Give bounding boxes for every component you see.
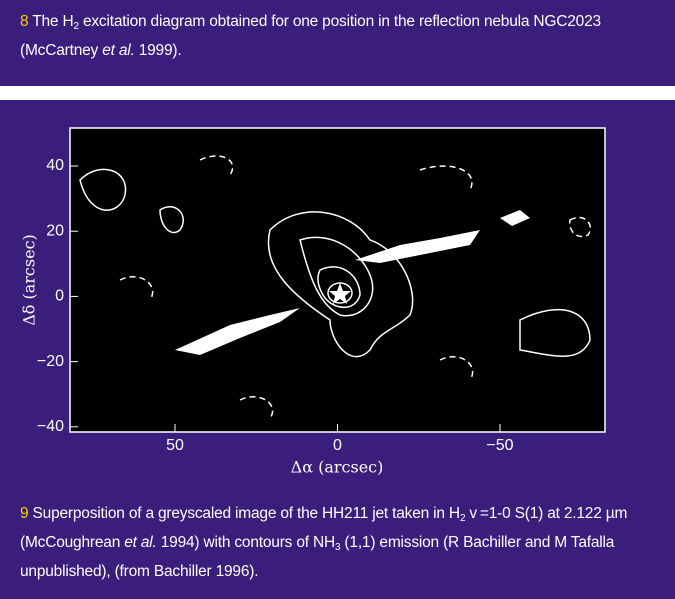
- figure-image: Δα (arcsec) Δδ (arcsec) 40 20 0 −20 −40 50 0 −5…: [0, 100, 675, 490]
- y-tick-label: 40: [46, 157, 64, 174]
- y-tick-label: −40: [37, 418, 64, 435]
- y-tick-label: 0: [55, 288, 64, 305]
- caption: 9 Superposition of a greyscaled image of…: [20, 502, 660, 584]
- x-tick-label: 50: [166, 437, 184, 454]
- caption-text: The H: [28, 13, 73, 30]
- caption-box: 8 The H2 excitation diagram obtained for…: [0, 0, 675, 86]
- page: 8 The H2 excitation diagram obtained for…: [0, 0, 675, 599]
- caption-text: et al.: [102, 42, 134, 59]
- caption-text: 1999).: [135, 42, 182, 59]
- caption: 8 The H2 excitation diagram obtained for…: [20, 10, 620, 63]
- y-tick-label: 20: [46, 222, 64, 239]
- caption-text: 1994) with contours of NH: [157, 534, 335, 551]
- x-axis-label: Δα (arcsec): [291, 458, 384, 477]
- caption-text: et al.: [124, 534, 156, 551]
- image-frame: [70, 128, 605, 432]
- x-tick-label: 0: [333, 437, 342, 454]
- y-tick-label: −20: [37, 353, 64, 370]
- caption-text: Superposition of a greyscaled image of t…: [28, 505, 460, 522]
- x-tick-label: −50: [486, 437, 513, 454]
- y-axis-label: Δδ (arcsec): [20, 234, 39, 326]
